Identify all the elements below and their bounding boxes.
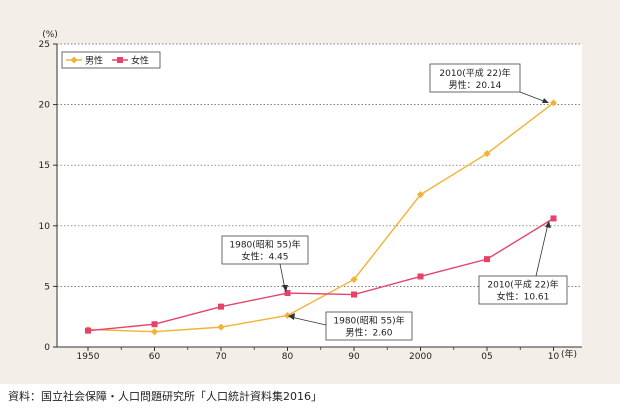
- y-tick-label: 25: [39, 40, 50, 50]
- y-tick-labels: 0 5 10 15 20 25: [39, 40, 57, 353]
- annotation-2010-male-line2: 男性：20.14: [449, 79, 502, 91]
- x-unit-label: (年): [561, 348, 577, 360]
- data-point-female: [151, 321, 158, 328]
- data-point-male: [550, 99, 557, 107]
- x-tick-labels: 1950 60 70 80 90 2000 05 10: [77, 347, 560, 362]
- annotation-1980-male-line2: 男性：2.60: [345, 327, 392, 339]
- x-tick-label: 80: [282, 352, 294, 362]
- annotation-1980-female-line2: 女性：4.45: [241, 251, 288, 263]
- data-point-male: [417, 191, 424, 199]
- x-tick-label: 1950: [77, 352, 100, 362]
- data-point-male: [350, 275, 358, 283]
- x-tick-label: 2000: [409, 352, 432, 362]
- legend-marker-female: [117, 57, 123, 63]
- annotation-1980-male: 1980(昭和 55)年 男性：2.60: [288, 311, 413, 341]
- annotation-1980-female-line1: 1980(昭和 55)年: [229, 239, 300, 251]
- y-tick-label: 15: [39, 161, 50, 171]
- y-tick-label: 5: [44, 282, 50, 292]
- series-line-female: [87, 217, 554, 332]
- data-point-female: [218, 303, 224, 310]
- series-line-male: [87, 102, 554, 333]
- annotation-2010-female-line2: 女性：10.61: [497, 291, 550, 303]
- legend: 男性 女性: [61, 51, 161, 69]
- y-tick-label: 10: [39, 222, 51, 232]
- source-note: 資料：国立社会保障・人口問題研究所「人口統計資料集2016」: [8, 390, 322, 403]
- x-tick-label: 70: [215, 352, 227, 362]
- data-point-female: [484, 256, 490, 263]
- data-point-male: [151, 328, 158, 336]
- data-point-female: [284, 290, 291, 297]
- annotation-2010-female: 2010(平成 22)年 女性：10.61: [478, 221, 568, 305]
- data-point-female: [85, 327, 91, 334]
- annotation-1980-female: 1980(昭和 55)年 女性：4.45: [221, 235, 309, 292]
- data-point-male: [217, 323, 225, 331]
- data-point-female: [417, 273, 424, 280]
- y-unit-label: (%): [42, 30, 58, 40]
- x-tick-label: 10: [548, 352, 560, 362]
- data-point-male: [483, 150, 491, 158]
- data-point-male: [284, 311, 291, 319]
- chart-figure: (%) (年) 0 5 10 15 20 25 1950 60 70 80 90 2000 05 10 …: [0, 0, 620, 384]
- y-tick-label: 0: [44, 343, 50, 353]
- data-point-female: [550, 215, 557, 222]
- annotation-1980-male-line1: 1980(昭和 55)年: [333, 315, 404, 327]
- series-layer: [84, 99, 557, 336]
- x-tick-label: 60: [149, 352, 161, 362]
- annotation-2010-male-line1: 2010(平成 22)年: [439, 67, 510, 79]
- x-tick-label: 90: [348, 352, 360, 362]
- annotation-2010-male: 2010(平成 22)年 男性：20.14: [429, 63, 549, 103]
- legend-marker-male: [70, 56, 78, 64]
- axes: [56, 44, 582, 348]
- legend-label-female: 女性: [131, 55, 149, 67]
- legend-label-male: 男性: [85, 55, 103, 67]
- series-female: [85, 215, 557, 334]
- y-tick-label: 20: [39, 101, 51, 111]
- data-point-female: [351, 291, 357, 298]
- x-tick-label: 05: [481, 352, 492, 362]
- annotation-2010-female-line1: 2010(平成 22)年: [487, 279, 558, 291]
